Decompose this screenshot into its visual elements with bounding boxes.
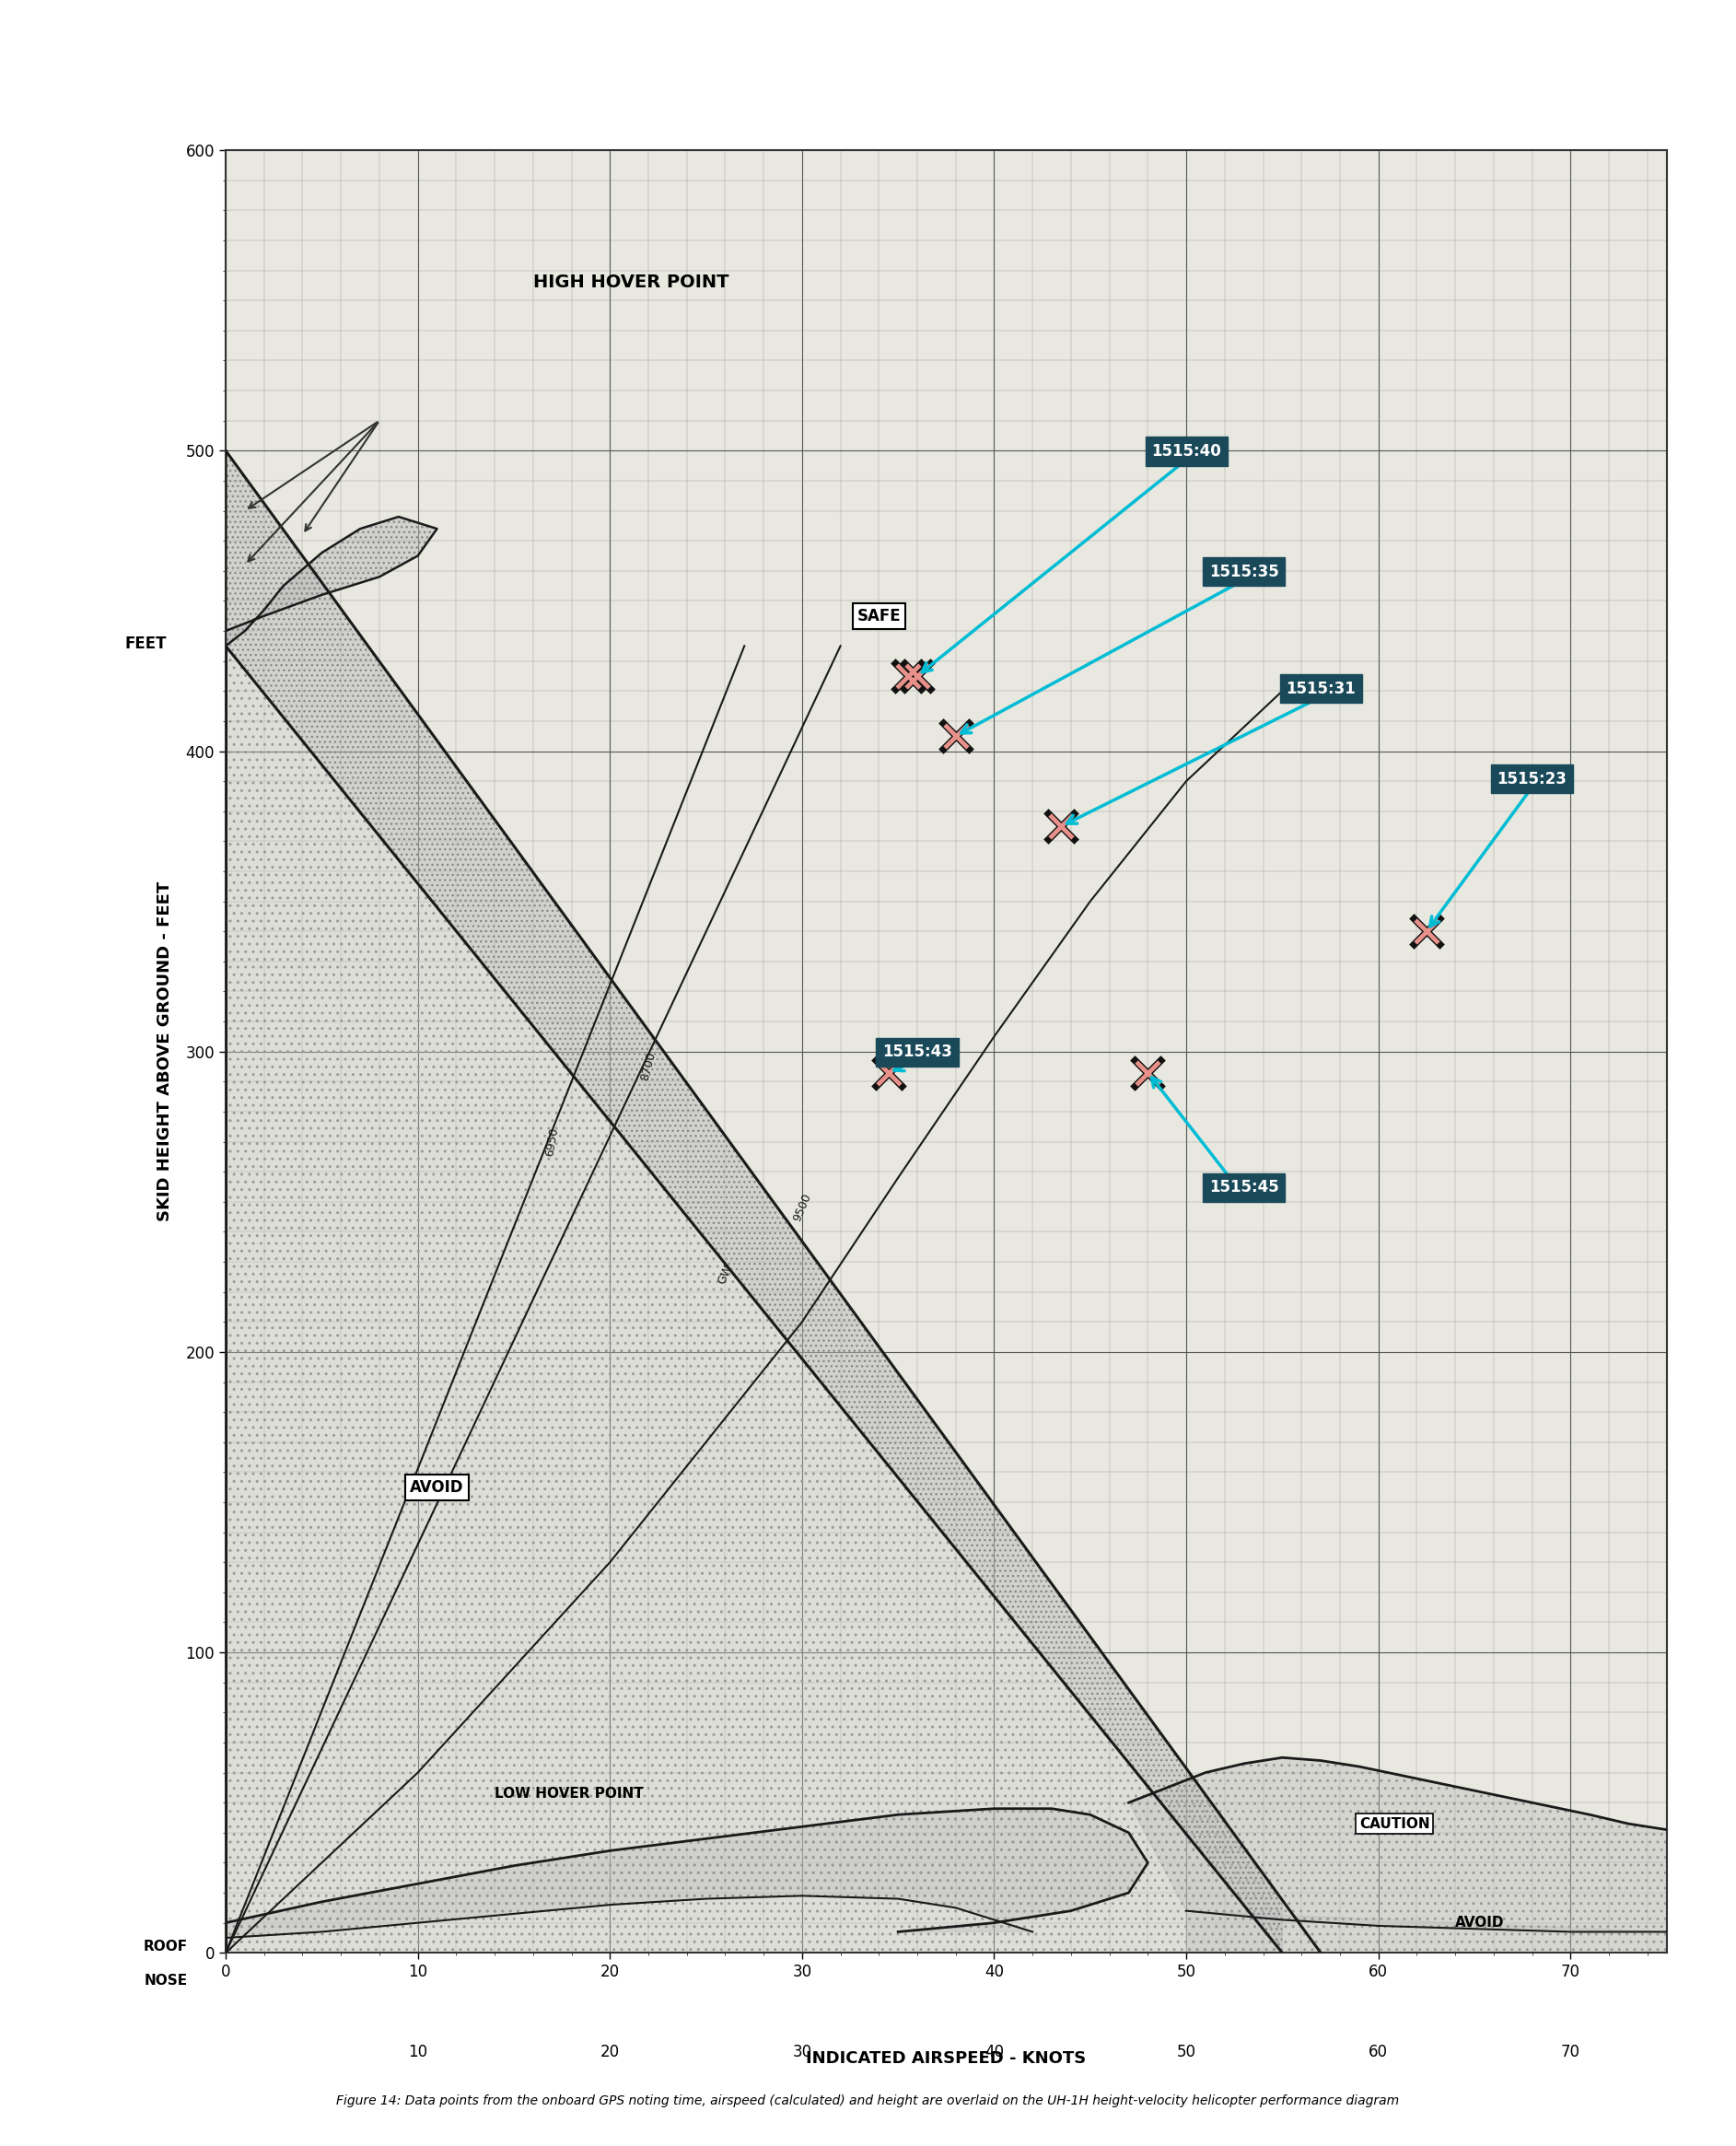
Text: ROOF: ROOF — [142, 1940, 187, 1953]
Text: SAFE: SAFE — [858, 607, 901, 624]
Text: 1515:43: 1515:43 — [882, 1043, 953, 1060]
Text: FEET: FEET — [125, 635, 167, 652]
Text: LOW HOVER POINT: LOW HOVER POINT — [495, 1788, 644, 1800]
Text: 1515:31: 1515:31 — [1286, 680, 1356, 697]
Text: 6950: 6950 — [543, 1127, 561, 1157]
Point — [1047, 809, 1075, 843]
Polygon shape — [226, 1809, 1147, 1938]
Text: Figure 14: Data points from the onboard GPS noting time, airspeed (calculated) a: Figure 14: Data points from the onboard … — [337, 2094, 1399, 2107]
Text: 9500: 9500 — [792, 1191, 812, 1223]
Text: CAUTION: CAUTION — [1359, 1818, 1430, 1831]
Point — [903, 659, 930, 693]
Polygon shape — [226, 646, 1283, 1953]
Text: 1515:23: 1515:23 — [1496, 770, 1568, 788]
Text: AVOID: AVOID — [1455, 1916, 1505, 1929]
Point — [894, 659, 922, 693]
Point — [875, 1056, 903, 1090]
Point — [894, 659, 922, 693]
Point — [1413, 914, 1441, 949]
Polygon shape — [1186, 1910, 1667, 1953]
Text: AVOID: AVOID — [410, 1479, 464, 1496]
Text: GW: GW — [715, 1262, 734, 1285]
Text: 1515:45: 1515:45 — [1208, 1178, 1279, 1195]
Point — [943, 719, 970, 753]
Point — [875, 1056, 903, 1090]
Point — [1134, 1056, 1161, 1090]
Text: 1515:40: 1515:40 — [1151, 442, 1220, 459]
Point — [1134, 1056, 1161, 1090]
Polygon shape — [1128, 1758, 1667, 1931]
Polygon shape — [226, 451, 437, 646]
Point — [943, 719, 970, 753]
Point — [1413, 914, 1441, 949]
Polygon shape — [226, 451, 1283, 1951]
Point — [1047, 809, 1075, 843]
Text: HIGH HOVER POINT: HIGH HOVER POINT — [533, 275, 729, 292]
Point — [903, 659, 930, 693]
Text: 1515:35: 1515:35 — [1208, 562, 1279, 579]
Text: 8700: 8700 — [639, 1052, 658, 1082]
Text: NOSE: NOSE — [144, 1974, 187, 1987]
X-axis label: INDICATED AIRSPEED - KNOTS: INDICATED AIRSPEED - KNOTS — [806, 2052, 1087, 2067]
Y-axis label: SKID HEIGHT ABOVE GROUND - FEET: SKID HEIGHT ABOVE GROUND - FEET — [156, 882, 174, 1221]
